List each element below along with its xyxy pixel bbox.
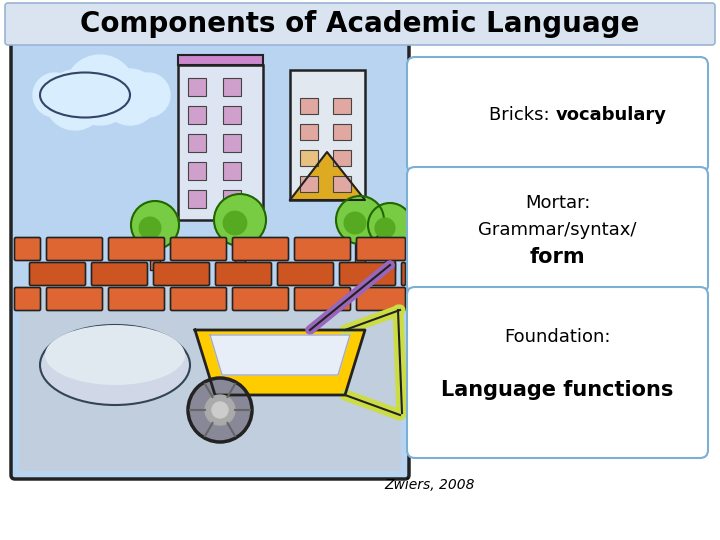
Bar — [188, 190, 206, 208]
FancyBboxPatch shape — [153, 262, 210, 286]
FancyBboxPatch shape — [356, 238, 405, 260]
Circle shape — [205, 395, 235, 425]
FancyBboxPatch shape — [30, 262, 86, 286]
Text: Bricks:: Bricks: — [489, 106, 556, 124]
FancyBboxPatch shape — [233, 238, 289, 260]
Bar — [223, 162, 241, 180]
FancyBboxPatch shape — [14, 238, 40, 260]
Bar — [150, 230, 160, 270]
Bar — [188, 162, 206, 180]
Bar — [178, 55, 263, 65]
Circle shape — [102, 69, 158, 125]
FancyBboxPatch shape — [47, 287, 102, 310]
Bar — [188, 106, 206, 124]
FancyBboxPatch shape — [407, 57, 708, 173]
Bar — [188, 78, 206, 96]
Ellipse shape — [45, 325, 185, 385]
FancyBboxPatch shape — [14, 287, 40, 310]
Bar — [178, 65, 263, 220]
FancyBboxPatch shape — [340, 262, 395, 286]
Text: Language functions: Language functions — [441, 380, 674, 400]
Text: Mortar:: Mortar: — [525, 194, 590, 212]
Bar — [188, 134, 206, 152]
FancyBboxPatch shape — [171, 238, 227, 260]
FancyBboxPatch shape — [233, 287, 289, 310]
Bar — [223, 190, 241, 208]
Circle shape — [131, 201, 179, 249]
Bar — [223, 78, 241, 96]
Circle shape — [214, 194, 266, 246]
FancyBboxPatch shape — [109, 287, 164, 310]
Text: Foundation:: Foundation: — [504, 328, 611, 346]
FancyBboxPatch shape — [91, 262, 148, 286]
Bar — [355, 225, 365, 265]
FancyBboxPatch shape — [11, 41, 409, 479]
FancyBboxPatch shape — [109, 238, 164, 260]
Bar — [235, 225, 245, 265]
FancyBboxPatch shape — [294, 287, 351, 310]
Bar — [300, 124, 318, 140]
Bar — [333, 124, 351, 140]
FancyBboxPatch shape — [5, 3, 715, 45]
Bar — [300, 98, 318, 114]
Bar — [333, 150, 351, 166]
Text: Grammar/syntax/: Grammar/syntax/ — [478, 221, 636, 239]
Polygon shape — [210, 335, 350, 375]
Circle shape — [45, 70, 105, 130]
Circle shape — [126, 73, 170, 117]
Bar — [19, 286, 401, 471]
FancyBboxPatch shape — [277, 262, 333, 286]
Polygon shape — [290, 152, 365, 200]
Bar — [300, 176, 318, 192]
Circle shape — [188, 378, 252, 442]
Ellipse shape — [40, 72, 130, 118]
FancyBboxPatch shape — [171, 287, 227, 310]
Text: form: form — [530, 247, 585, 267]
Bar — [290, 70, 365, 200]
Bar — [223, 106, 241, 124]
Text: Zwiers, 2008: Zwiers, 2008 — [384, 478, 475, 492]
Bar — [300, 150, 318, 166]
FancyBboxPatch shape — [407, 167, 708, 293]
FancyBboxPatch shape — [407, 287, 708, 458]
Circle shape — [368, 203, 412, 247]
Polygon shape — [195, 330, 365, 395]
Circle shape — [375, 218, 395, 238]
Circle shape — [344, 212, 366, 234]
FancyBboxPatch shape — [47, 238, 102, 260]
Text: Components of Academic Language: Components of Academic Language — [81, 10, 639, 38]
Circle shape — [223, 211, 247, 235]
Bar — [333, 176, 351, 192]
FancyBboxPatch shape — [294, 238, 351, 260]
Ellipse shape — [40, 325, 190, 405]
Circle shape — [139, 217, 161, 239]
Bar — [223, 134, 241, 152]
Circle shape — [336, 196, 384, 244]
FancyBboxPatch shape — [356, 287, 405, 310]
Bar — [333, 98, 351, 114]
Bar — [385, 230, 395, 270]
Circle shape — [65, 55, 135, 125]
Circle shape — [33, 73, 77, 117]
FancyBboxPatch shape — [402, 262, 405, 286]
Text: vocabulary: vocabulary — [556, 106, 667, 124]
Circle shape — [212, 402, 228, 418]
FancyBboxPatch shape — [215, 262, 271, 286]
Bar — [19, 49, 401, 471]
